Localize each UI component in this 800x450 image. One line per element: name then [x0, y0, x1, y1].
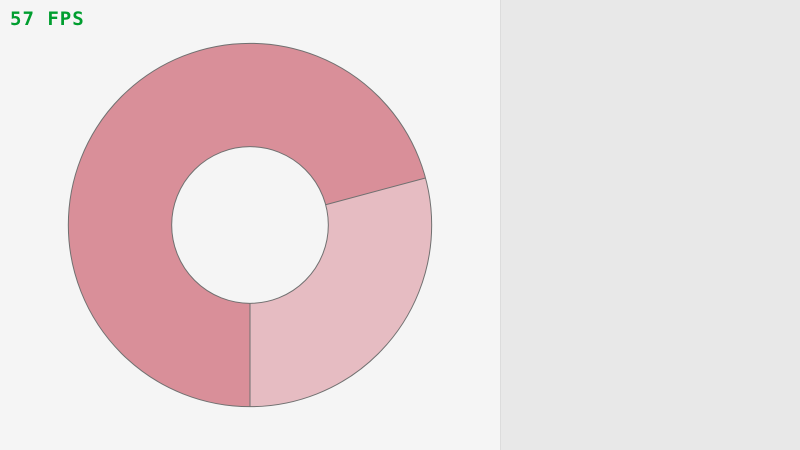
ring-overlap-sector	[68, 43, 426, 407]
ring-drawing	[67, 42, 433, 408]
fps-counter: 57 FPS	[10, 8, 85, 30]
ring-single-sector	[250, 177, 432, 407]
ring-inner-circle-line	[171, 146, 329, 304]
controls-panel: StartAngle -255.00 EndAngle 360.00 Inner…	[500, 0, 800, 450]
ring-end-line	[325, 177, 426, 206]
